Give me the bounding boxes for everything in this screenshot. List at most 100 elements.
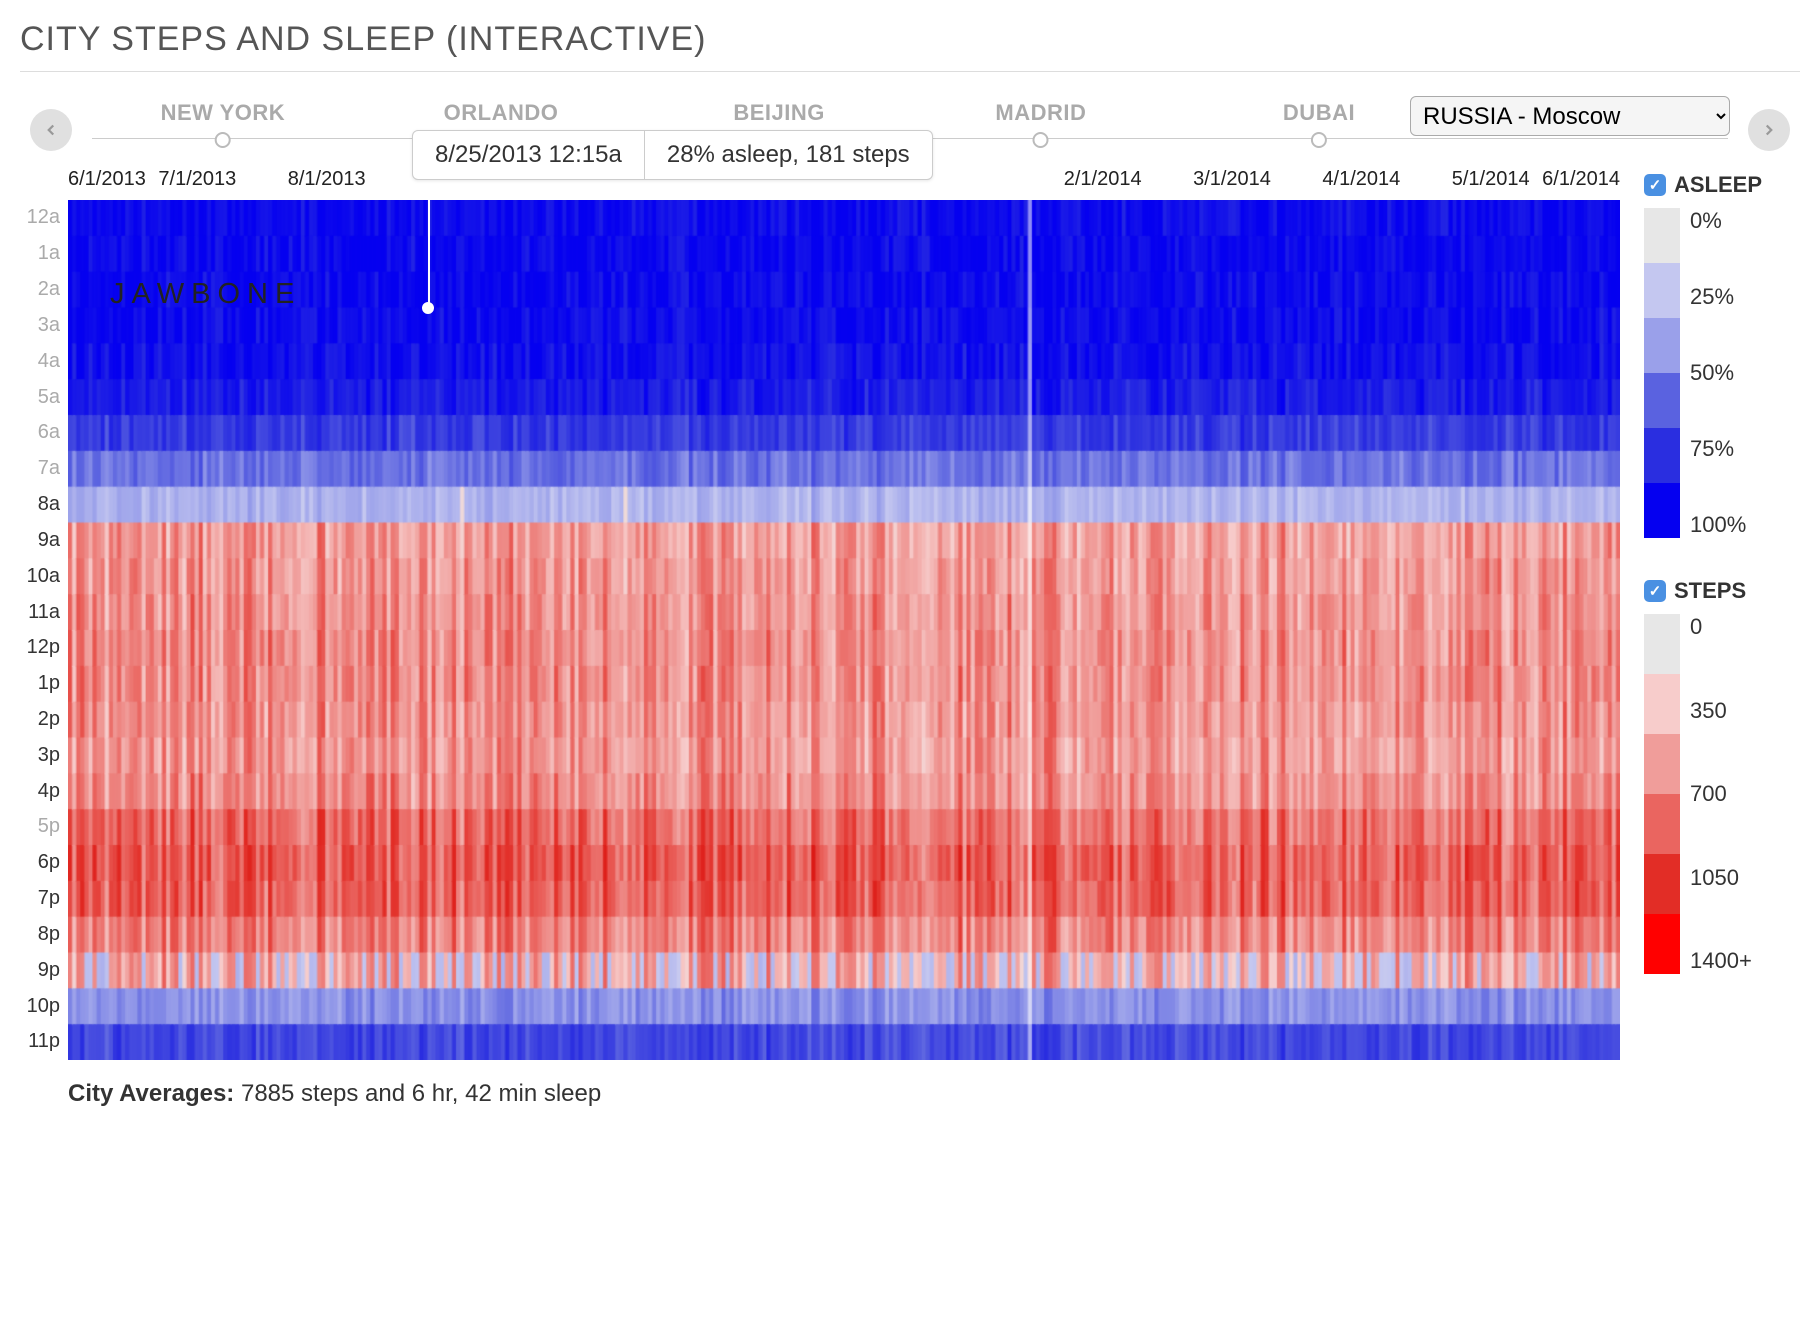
hour-tick: 11a: [20, 594, 68, 630]
tooltip-date: 8/25/2013 12:15a: [413, 131, 645, 179]
footer-prefix: City Averages:: [68, 1080, 234, 1107]
legend-swatch: [1644, 428, 1680, 483]
hour-tick: 4p: [20, 773, 68, 809]
legend-label: 1050: [1690, 865, 1752, 891]
legend-label: 75%: [1690, 436, 1746, 462]
footer-averages: City Averages: 7885 steps and 6 hr, 42 m…: [68, 1080, 1620, 1108]
hour-tick: 5a: [20, 379, 68, 415]
legend-asleep-labels: 0% 25% 50% 75% 100%: [1680, 208, 1746, 538]
date-tick: 3/1/2014: [1193, 168, 1271, 191]
chart-main: 6/1/20137/1/20138/1/20139/1/201310/1/201…: [20, 168, 1620, 1108]
legend-swatch: [1644, 914, 1680, 974]
legend-swatch: [1644, 318, 1680, 373]
tooltip-marker: [422, 302, 434, 314]
chart-area: 6/1/20137/1/20138/1/20139/1/201310/1/201…: [20, 168, 1800, 1108]
heatmap-row: 12a1a2a3a4a5a6a7a8a9a10a11a12p1p2p3p4p5p…: [20, 200, 1620, 1060]
legend-swatch: [1644, 614, 1680, 674]
hour-tick: 10p: [20, 988, 68, 1024]
hour-tick: 8a: [20, 487, 68, 523]
date-tick: 7/1/2013: [158, 168, 236, 191]
asleep-checkbox[interactable]: ✓: [1644, 174, 1666, 196]
hour-tick: 9a: [20, 522, 68, 558]
hour-tick: 5p: [20, 809, 68, 845]
legend-swatch: [1644, 854, 1680, 914]
legend-label: 25%: [1690, 284, 1746, 310]
hour-tick: 2p: [20, 702, 68, 738]
date-tick: 6/1/2013: [68, 168, 146, 191]
asleep-label: ASLEEP: [1674, 172, 1762, 198]
hour-tick: 12p: [20, 630, 68, 666]
heatmap[interactable]: JAWBONE: [68, 200, 1620, 1060]
city-label: DUBAI: [1283, 100, 1355, 126]
tooltip-value: 28% asleep, 181 steps: [645, 131, 932, 179]
legend-asleep-bar: [1644, 208, 1680, 538]
city-nav: NEW YORKORLANDOBEIJINGMADRIDDUBAI 8/25/2…: [20, 100, 1800, 160]
hour-tick: 1a: [20, 236, 68, 272]
city-label: MADRID: [995, 100, 1086, 126]
hour-tick: 12a: [20, 200, 68, 236]
hour-tick: 3p: [20, 737, 68, 773]
steps-label: STEPS: [1674, 578, 1746, 604]
steps-checkbox[interactable]: ✓: [1644, 580, 1666, 602]
city-label: ORLANDO: [444, 100, 559, 126]
legend-steps-labels: 035070010501400+: [1680, 614, 1752, 974]
heatmap-canvas: [68, 200, 1620, 1060]
legend-swatch: [1644, 734, 1680, 794]
legend-label: 50%: [1690, 360, 1746, 386]
legend-swatch: [1644, 263, 1680, 318]
city-item[interactable]: MADRID: [995, 100, 1086, 148]
chevron-right-icon: [1760, 121, 1778, 139]
legend-swatch: [1644, 208, 1680, 263]
legend-steps-bar: [1644, 614, 1680, 974]
hour-tick: 10a: [20, 558, 68, 594]
hour-tick: 7a: [20, 451, 68, 487]
city-dot: [1311, 132, 1327, 148]
city-item[interactable]: NEW YORK: [161, 100, 286, 148]
hour-tick: 8p: [20, 917, 68, 953]
date-tick: 4/1/2014: [1322, 168, 1400, 191]
legend-label: 0: [1690, 614, 1752, 640]
footer-text: 7885 steps and 6 hr, 42 min sleep: [234, 1080, 601, 1107]
legend-swatch: [1644, 483, 1680, 538]
city-label: NEW YORK: [161, 100, 286, 126]
tooltip-line: [428, 200, 430, 308]
hour-tick: 11p: [20, 1024, 68, 1060]
city-item[interactable]: DUBAI: [1283, 100, 1355, 148]
hour-tick: 1p: [20, 666, 68, 702]
legend-steps-scale: 035070010501400+: [1644, 614, 1800, 974]
legend-swatch: [1644, 373, 1680, 428]
city-dropdown[interactable]: RUSSIA - Moscow: [1410, 96, 1730, 136]
city-label: BEIJING: [733, 100, 825, 126]
title-divider: [20, 71, 1800, 72]
legend-swatch: [1644, 794, 1680, 854]
page-title: CITY STEPS AND SLEEP (INTERACTIVE): [20, 20, 1800, 59]
hour-tick: 3a: [20, 307, 68, 343]
hour-tick: 7p: [20, 881, 68, 917]
hour-axis: 12a1a2a3a4a5a6a7a8a9a10a11a12p1p2p3p4p5p…: [20, 200, 68, 1060]
date-tick: 6/1/2014: [1542, 168, 1620, 191]
city-dot: [215, 132, 231, 148]
hour-tick: 9p: [20, 952, 68, 988]
legend-swatch: [1644, 674, 1680, 734]
legend-label: 0%: [1690, 208, 1746, 234]
nav-prev-button[interactable]: [30, 109, 72, 151]
legend-label: 700: [1690, 781, 1752, 807]
legend-asleep-title: ✓ ASLEEP: [1644, 172, 1800, 198]
legend-label: 1400+: [1690, 948, 1752, 974]
chevron-left-icon: [42, 121, 60, 139]
date-tick: 8/1/2013: [288, 168, 366, 191]
hour-tick: 4a: [20, 343, 68, 379]
city-dot: [1033, 132, 1049, 148]
legend-label: 100%: [1690, 512, 1746, 538]
legend-asleep-scale: 0% 25% 50% 75% 100%: [1644, 208, 1800, 538]
nav-next-button[interactable]: [1748, 109, 1790, 151]
legends: ✓ ASLEEP 0%25%50%75%100% ✓ STEPS 0350700…: [1620, 168, 1800, 1108]
tooltip: 8/25/2013 12:15a 28% asleep, 181 steps: [412, 130, 933, 180]
hour-tick: 2a: [20, 272, 68, 308]
date-tick: 5/1/2014: [1452, 168, 1530, 191]
hour-tick: 6p: [20, 845, 68, 881]
watermark: JAWBONE: [110, 278, 301, 311]
legend-steps-title: ✓ STEPS: [1644, 578, 1800, 604]
date-tick: 2/1/2014: [1064, 168, 1142, 191]
hour-tick: 6a: [20, 415, 68, 451]
